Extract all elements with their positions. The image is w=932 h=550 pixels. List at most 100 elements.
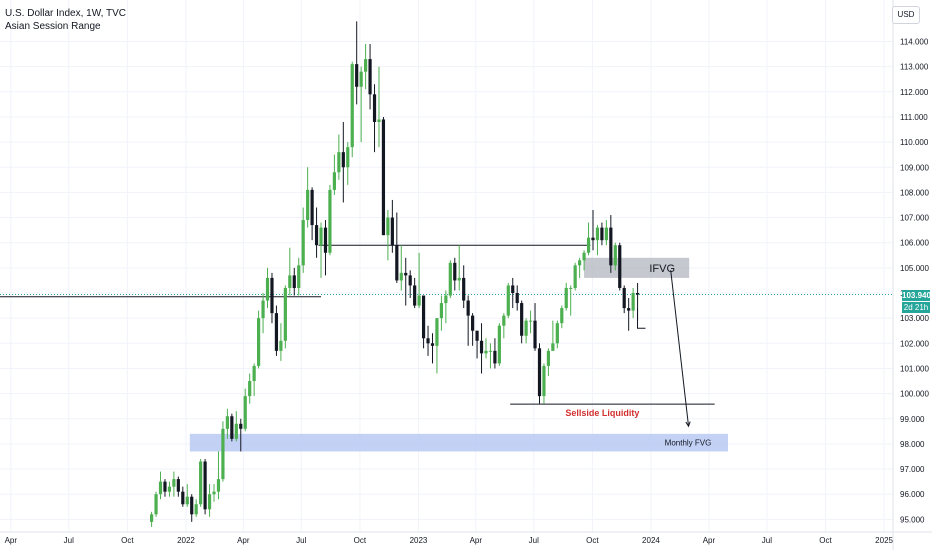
candle-body (417, 295, 421, 306)
candle-body (582, 252, 586, 261)
candle (631, 287, 635, 319)
candle (185, 484, 189, 507)
bar-timer-tag: 2d 21h (902, 302, 930, 313)
y-tick-label: 98.000 (900, 440, 925, 449)
candle-body (301, 220, 305, 266)
range-marker (636, 308, 646, 329)
candles (149, 21, 640, 527)
candle-body (279, 340, 283, 351)
candle (199, 458, 203, 507)
candle (471, 313, 475, 346)
candle-body (479, 340, 484, 354)
candle (546, 348, 551, 376)
candle-body (274, 313, 279, 351)
candle (417, 252, 421, 309)
candle (292, 267, 296, 296)
candle (479, 323, 484, 374)
candle (252, 363, 256, 397)
candle-body (493, 350, 497, 364)
candle (497, 323, 501, 366)
candle (622, 285, 626, 314)
candle (225, 408, 229, 439)
candle (314, 207, 319, 258)
candle (368, 44, 372, 110)
candle-body (524, 320, 528, 336)
candle-body (154, 494, 158, 515)
candle-body (613, 245, 617, 266)
candle (158, 471, 163, 500)
y-tick-label: 99.000 (900, 415, 925, 424)
candle (194, 499, 198, 517)
x-tick-label: Jul (529, 536, 539, 545)
candle-body (435, 318, 439, 346)
candle-body (453, 262, 457, 281)
candle (604, 220, 608, 246)
candle-body (430, 343, 435, 346)
candle-body (573, 265, 577, 288)
candle-body (502, 315, 506, 326)
candle (426, 325, 430, 356)
y-tick-label: 103.000 (900, 314, 929, 323)
x-tick-label: 2022 (177, 536, 195, 545)
candle-body (185, 496, 189, 505)
candle-body (381, 119, 386, 236)
candle-body (149, 514, 154, 522)
candle-body (497, 325, 501, 364)
candle-body (372, 94, 377, 122)
candle (613, 242, 617, 271)
y-tick-label: 102.000 (900, 339, 929, 348)
candle-body (207, 494, 212, 510)
candle (524, 318, 528, 344)
candle (359, 66, 363, 143)
candle (176, 476, 180, 497)
y-tick-label: 113.000 (900, 63, 929, 72)
candle (435, 318, 439, 374)
monthly-fvg-zone (189, 433, 729, 452)
candle-body (439, 303, 444, 319)
candle (609, 215, 613, 273)
candle (395, 212, 399, 283)
candle (511, 277, 515, 309)
candle (323, 220, 328, 276)
y-tick-label: 106.000 (900, 239, 929, 248)
candle (515, 285, 519, 311)
y-tick-label: 114.000 (900, 38, 929, 47)
candle (372, 84, 377, 153)
candle-body (457, 277, 461, 281)
candle-body (604, 227, 608, 241)
candle (270, 272, 274, 324)
candle-body (622, 287, 626, 309)
candle (230, 413, 234, 442)
candle (502, 313, 506, 339)
indicator-label[interactable]: Asian Session Range (5, 21, 101, 32)
grid (0, 0, 893, 532)
candle (444, 290, 448, 324)
candle-body (306, 189, 310, 221)
candle-body (533, 320, 537, 349)
y-tick-label: 96.000 (900, 490, 925, 499)
candle (484, 338, 488, 359)
candle (239, 418, 243, 452)
candle-body (609, 227, 613, 266)
candle (408, 270, 412, 299)
candle-body (239, 423, 243, 429)
candle (154, 491, 158, 517)
candle (306, 167, 310, 228)
candle (332, 154, 336, 195)
candle-body (618, 245, 622, 288)
candle (261, 293, 265, 334)
candle (172, 471, 176, 497)
candle-body (292, 275, 296, 288)
candle-body (578, 260, 582, 266)
candle-body (216, 479, 221, 492)
candle (618, 242, 622, 291)
candle-body (310, 189, 314, 226)
candle (149, 511, 154, 527)
candle (542, 363, 546, 404)
currency-button[interactable]: USD (892, 6, 920, 24)
candle-body (546, 350, 551, 366)
candle-body (488, 350, 493, 352)
candle-body (377, 119, 381, 122)
